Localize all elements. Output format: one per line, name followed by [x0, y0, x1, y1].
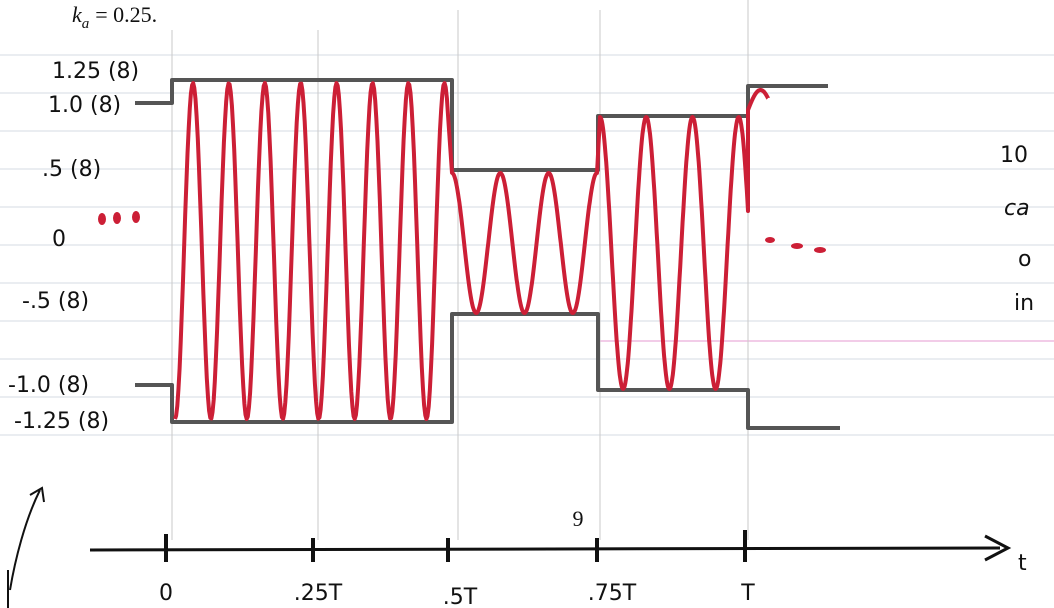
ka-header: ka = 0.25.: [72, 2, 157, 32]
ruled-lines: [0, 54, 1054, 436]
x-label: T: [740, 581, 755, 606]
x-label: .75T: [588, 581, 637, 606]
modulated-wave: [173, 81, 770, 421]
y-label: 1.25 (8): [52, 59, 139, 84]
margin-note: o: [1018, 247, 1031, 272]
x-label: .5T: [443, 585, 478, 608]
continuation-dots: [98, 211, 826, 253]
y-label: 0: [52, 227, 66, 252]
y-label: -.5 (8): [22, 289, 89, 314]
axis-arrow: [984, 534, 1012, 562]
y-label: -1.0 (8): [8, 373, 89, 398]
time-axis: [89, 546, 1001, 552]
page-number: 9: [573, 506, 584, 531]
ka-subscript: a: [82, 16, 90, 32]
ka-value: = 0.25.: [95, 2, 157, 27]
margin-note: in: [1014, 291, 1034, 316]
y-label: .5 (8): [42, 157, 101, 182]
side-arrow: [7, 486, 45, 608]
y-label: -1.25 (8): [14, 409, 109, 434]
x-label: .25T: [294, 581, 343, 606]
margin-note: ca: [1004, 196, 1030, 221]
margin-note: 10: [1000, 143, 1028, 168]
x-label: 0: [159, 581, 173, 606]
axis-ticks: [164, 530, 747, 562]
y-label: 1.0 (8): [48, 93, 121, 118]
ka-symbol: k: [72, 2, 83, 27]
axis-label: t: [1018, 551, 1027, 576]
